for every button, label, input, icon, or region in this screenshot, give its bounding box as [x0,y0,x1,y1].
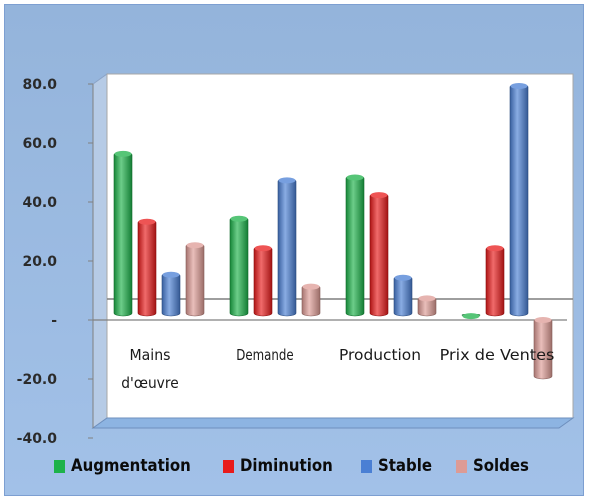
legend: Augmentation Diminution Stable Soldes [0,452,590,480]
bar-diminution-2 [253,245,273,317]
x-category-label: Prix de Ventes [440,346,555,364]
plot-side-wall [92,73,108,429]
bar-stable-2 [277,178,297,317]
bar-augmentation-3 [345,175,365,317]
bar-top-soldes-3 [418,295,436,302]
plot-area [106,73,574,419]
chart-frame [4,4,584,496]
legend-label: Stable [378,456,433,476]
bar-top-augmentation-2 [230,215,248,222]
y-tick-label: -20.0 [17,372,58,388]
bar-stable-1 [161,272,181,317]
bar-top-diminution-4 [486,245,504,252]
bar-top-stable-4 [510,83,528,89]
bar-top-diminution-1 [138,218,156,225]
y-tick-label: 40.0 [22,195,57,211]
y-tick-label: 80.0 [22,77,57,93]
bar-top-stable-2 [278,177,296,184]
legend-label: Soldes [472,456,529,476]
y-tick-label: 60.0 [22,136,57,152]
bar-top-augmentation-1 [114,150,132,157]
legend-item-soldes: Soldes [455,456,537,476]
legend-swatch [53,459,65,473]
bar-top-soldes-1 [186,242,204,249]
legend-swatch [455,459,467,473]
bar-stable-3 [393,275,413,317]
legend-item-diminution: Diminution [222,456,345,476]
bar-soldes-1 [185,243,205,317]
legend-label: Augmentation [70,456,191,476]
bar-diminution-4 [485,245,505,317]
y-tick-label: - [51,313,57,329]
bar-top-stable-3 [394,274,412,281]
bar-top-soldes-2 [302,283,320,290]
legend-label: Diminution [239,456,333,476]
y-tick-label: -40.0 [17,431,58,447]
bar-stable-4 [509,83,529,317]
x-category-label: d'œuvre [121,374,178,392]
bar-diminution-3 [369,192,389,317]
legend-item-stable: Stable [361,456,439,476]
legend-item-augmentation: Augmentation [53,456,207,476]
bar-augmentation-1 [113,151,133,317]
bar-top-diminution-2 [254,245,272,252]
x-category-label: Demande [236,346,293,364]
legend-swatch [222,459,234,473]
bar-top-augmentation-3 [346,174,364,181]
y-tick-label: 20.0 [22,254,57,270]
bar-augmentation-2 [229,216,249,317]
x-category-label: Mains [130,346,171,364]
bar-top-diminution-3 [370,192,388,199]
x-category-label: Production [339,346,421,364]
bar-top-stable-1 [162,271,180,278]
bar-top-augmentation-4 [462,313,480,320]
plot-floor [91,417,575,429]
legend-swatch [361,459,373,473]
bar-top-soldes-4 [534,317,552,323]
bar-diminution-1 [137,219,157,317]
